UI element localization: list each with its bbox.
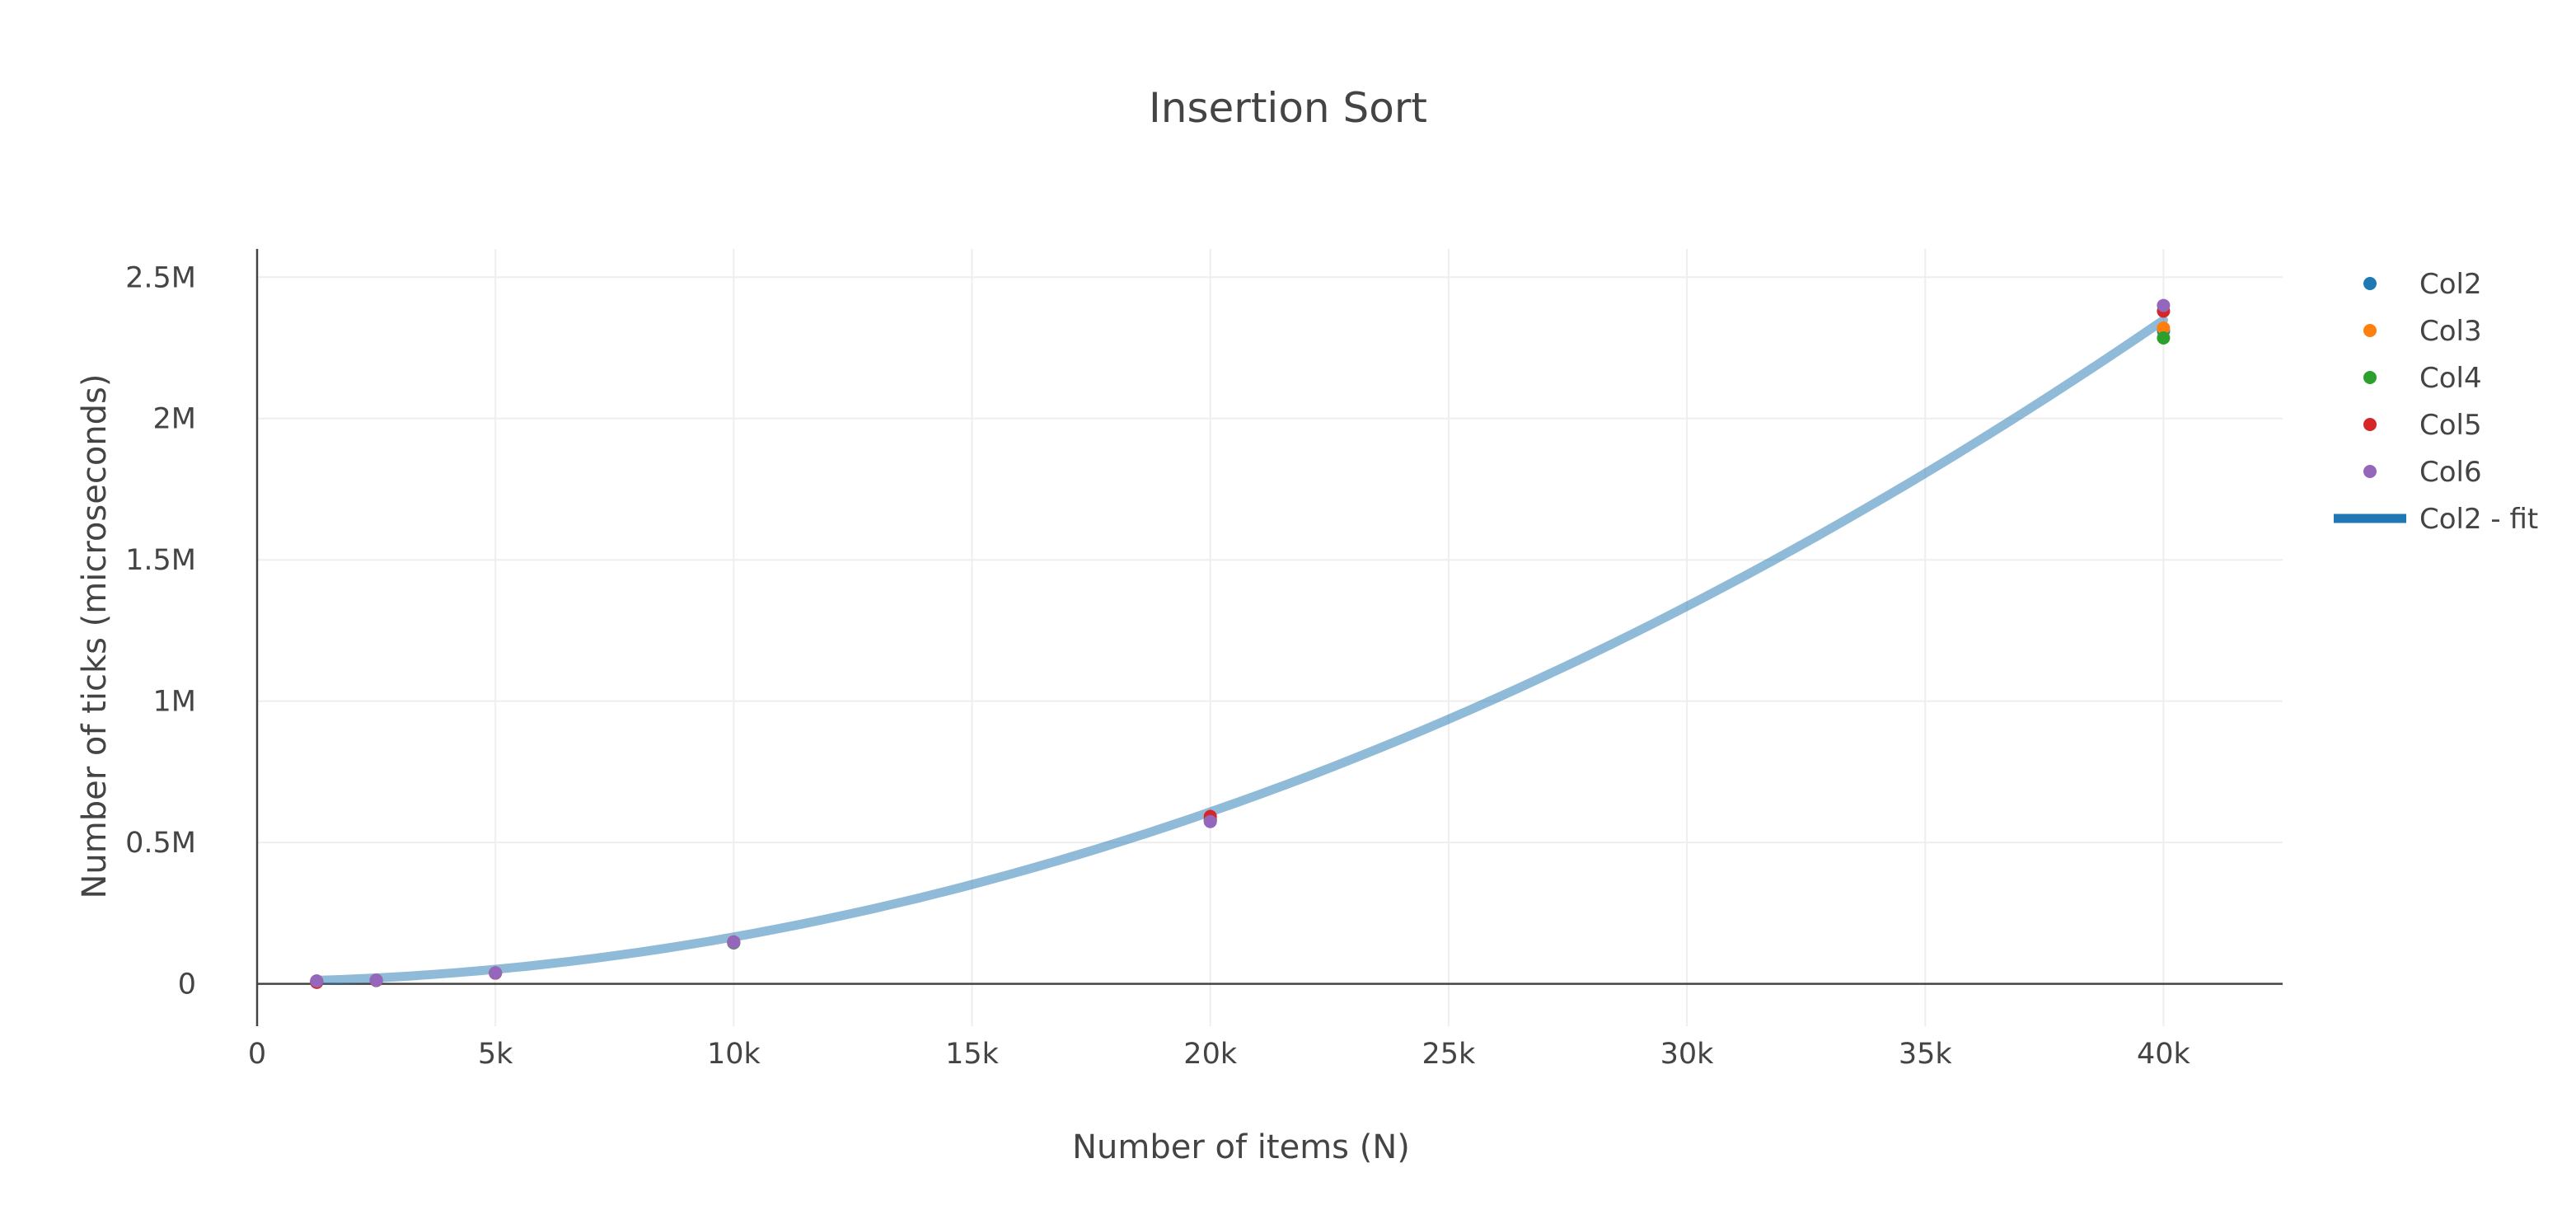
x-tick-label: 0 bbox=[248, 1038, 266, 1071]
data-point-col6 bbox=[369, 973, 383, 987]
legend-label-col6: Col6 bbox=[2419, 456, 2482, 489]
x-tick-label: 25k bbox=[1421, 1038, 1476, 1071]
fit-layer bbox=[311, 315, 2168, 985]
legend: Col2 Col3 Col4 Col5 Col6 Col2 - fit bbox=[2334, 268, 2538, 536]
axes bbox=[255, 249, 2283, 1026]
x-tick-label: 40k bbox=[2137, 1038, 2191, 1071]
legend-marker-col5 bbox=[2363, 418, 2377, 431]
data-point-col6 bbox=[2157, 298, 2171, 312]
legend-label-col4: Col4 bbox=[2419, 362, 2482, 395]
y-tick-label: 2.5M bbox=[125, 261, 196, 294]
legend-label-col2: Col2 bbox=[2419, 268, 2482, 301]
y-tick-label: 0 bbox=[178, 968, 196, 1001]
legend-marker-col2 bbox=[2363, 277, 2377, 290]
y-axis-title: Number of ticks (microseconds) bbox=[76, 374, 114, 899]
legend-label-col3: Col3 bbox=[2419, 315, 2482, 348]
x-tick-label: 5k bbox=[478, 1038, 513, 1071]
chart-title: Insertion Sort bbox=[1149, 84, 1427, 132]
legend-marker-col4 bbox=[2363, 371, 2377, 384]
data-point-col3 bbox=[2157, 321, 2171, 335]
legend-marker-col6 bbox=[2363, 465, 2377, 478]
x-axis-title: Number of items (N) bbox=[1072, 1128, 1410, 1166]
x-tick-label: 10k bbox=[707, 1038, 761, 1071]
y-tick-label: 1.5M bbox=[125, 544, 196, 577]
x-tick-label: 20k bbox=[1183, 1038, 1238, 1071]
data-point-col4 bbox=[2157, 331, 2171, 345]
y-tick-label: 2M bbox=[153, 403, 196, 436]
legend-marker-col3 bbox=[2363, 324, 2377, 337]
y-tick-label: 0.5M bbox=[125, 827, 196, 860]
y-tick-label: 1M bbox=[153, 686, 196, 719]
data-point-col6 bbox=[489, 966, 503, 980]
data-point-col6 bbox=[727, 936, 741, 950]
fit-line bbox=[311, 315, 2168, 985]
x-tick-labels: 0 5k 10k 15k 20k 25k 30k 35k 40k bbox=[248, 1038, 2191, 1071]
grid-lines bbox=[257, 249, 2283, 1026]
data-point-col6 bbox=[310, 974, 324, 988]
x-tick-label: 15k bbox=[945, 1038, 1000, 1071]
x-tick-label: 30k bbox=[1660, 1038, 1715, 1071]
data-points bbox=[310, 298, 2171, 989]
y-tick-labels: 0 0.5M 1M 1.5M 2M 2.5M bbox=[125, 261, 196, 1001]
legend-label-col5: Col5 bbox=[2419, 409, 2482, 442]
x-tick-label: 35k bbox=[1899, 1038, 1953, 1071]
data-point-col6 bbox=[1203, 814, 1217, 828]
legend-label-fit: Col2 - fit bbox=[2419, 503, 2538, 536]
